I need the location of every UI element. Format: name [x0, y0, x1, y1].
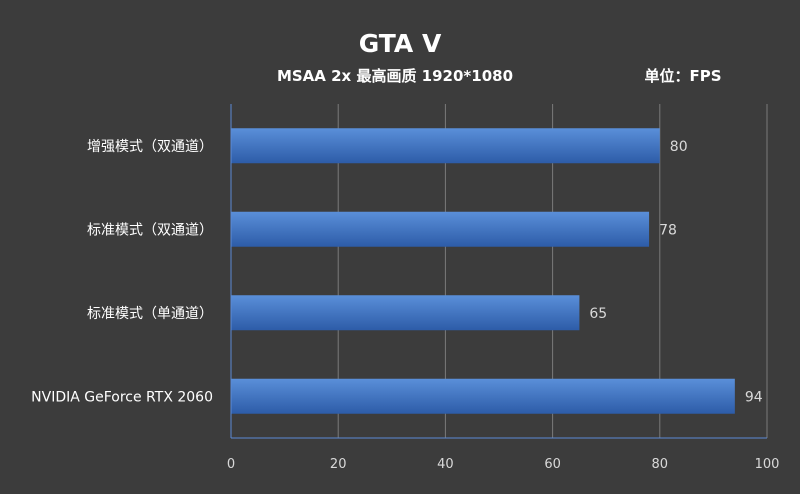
x-tick-label: 80 [652, 457, 669, 472]
category-label: 增强模式（双通道） [87, 139, 213, 155]
axes [230, 104, 767, 439]
chart-title: GTA V [359, 29, 442, 58]
x-tick-label: 0 [227, 457, 235, 472]
x-tick-label: 60 [544, 457, 561, 472]
category-label: 标准模式（双通道） [87, 222, 213, 238]
bar [231, 378, 735, 414]
value-label: 65 [589, 306, 607, 322]
bar [231, 295, 580, 331]
x-tick-label: 40 [437, 457, 454, 472]
category-label: 标准模式（单通道） [87, 306, 213, 322]
x-tick-label: 100 [755, 457, 780, 472]
value-label: 94 [745, 389, 763, 405]
value-label: 78 [659, 222, 677, 238]
unit-label: 单位：FPS [644, 67, 721, 85]
labels: 0 20 40 60 80 100 增强模式（双通道） 80 标准模式（双通道） 78 标准模式（单… [31, 139, 779, 472]
category-label: NVIDIA GeForce RTX 2060 [31, 389, 213, 405]
bars [231, 128, 735, 414]
bar [231, 211, 650, 247]
chart-subtitle: MSAA 2x 最高画质 1920*1080 [277, 67, 513, 85]
bar [231, 128, 660, 164]
x-tick-label: 20 [330, 457, 347, 472]
value-label: 80 [670, 139, 688, 155]
